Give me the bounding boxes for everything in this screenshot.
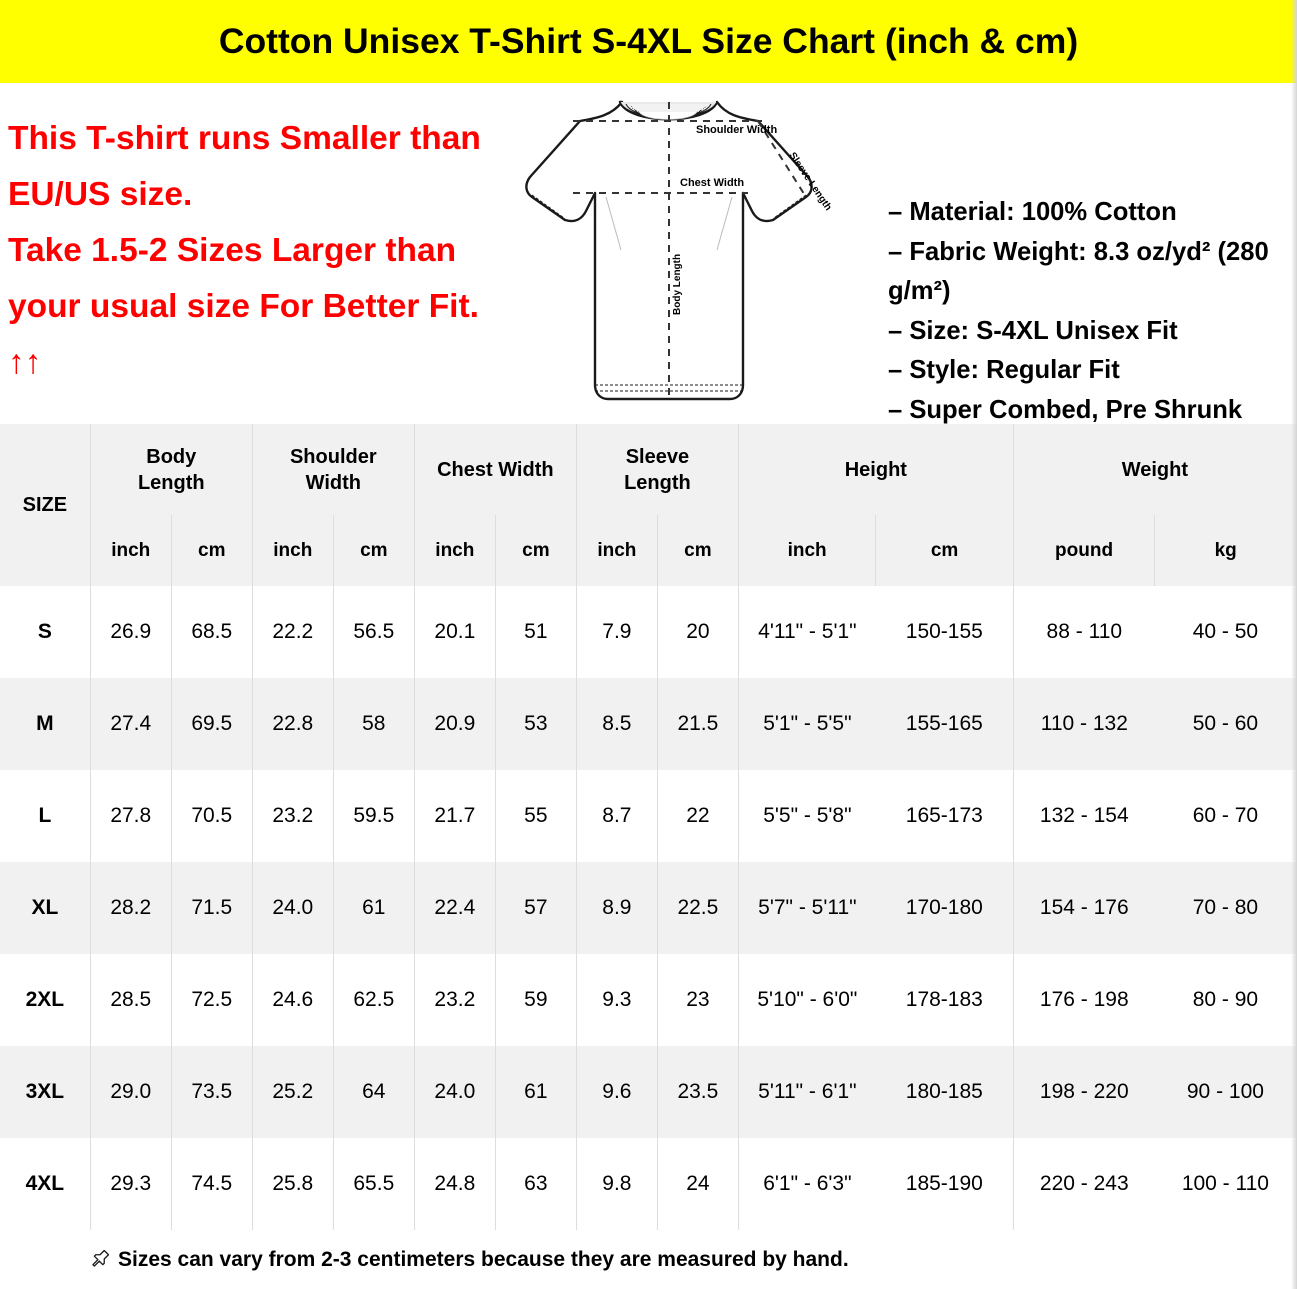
svg-text:Body Length: Body Length bbox=[672, 254, 683, 315]
svg-text:Shoulder Width: Shoulder Width bbox=[696, 124, 777, 136]
svg-text:Chest Width: Chest Width bbox=[680, 177, 744, 189]
